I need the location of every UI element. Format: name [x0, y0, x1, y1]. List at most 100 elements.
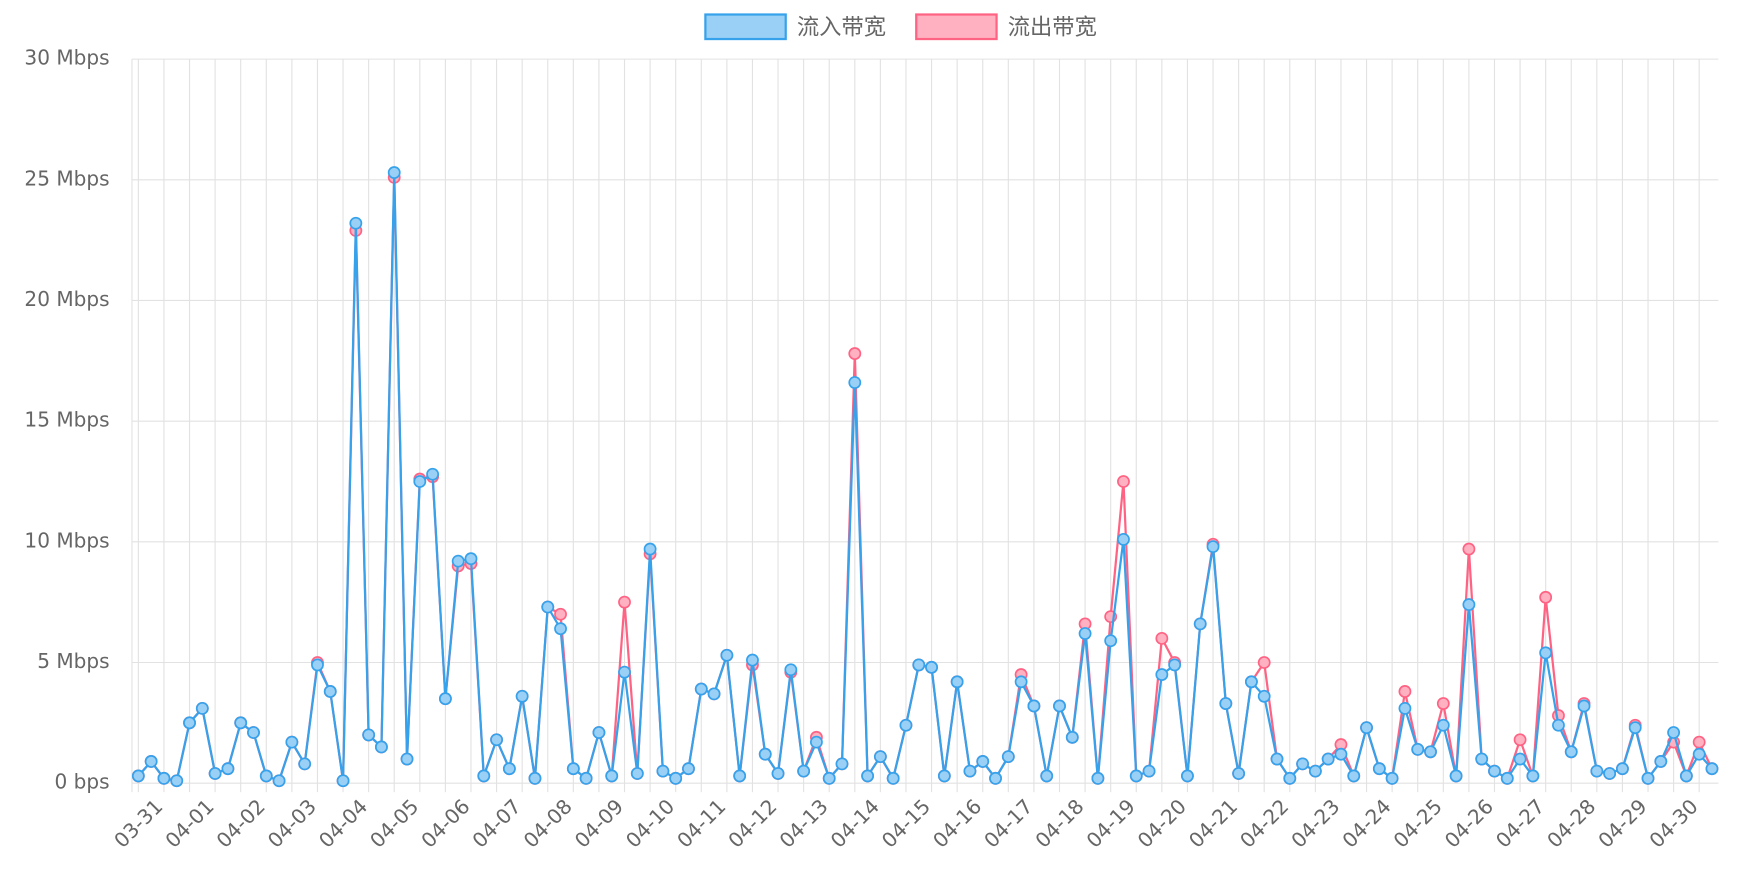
x-tick-label: 04-12	[723, 794, 781, 852]
data-point	[1027, 699, 1041, 713]
legend-label[interactable]: 流出带宽	[1008, 14, 1097, 40]
x-tick-label: 04-10	[621, 794, 679, 852]
x-tick-label: 04-23	[1286, 794, 1344, 852]
data-point	[1590, 764, 1604, 778]
x-tick-label: 04-30	[1644, 794, 1702, 852]
data-point	[733, 769, 747, 783]
data-point	[323, 685, 337, 698]
data-point	[1398, 685, 1412, 698]
x-tick-label: 04-08	[519, 794, 577, 852]
data-point	[861, 769, 875, 783]
data-point	[1552, 718, 1565, 732]
x-tick-label: 04-27	[1491, 794, 1549, 852]
data-point	[234, 716, 248, 730]
data-point	[1168, 658, 1182, 672]
x-tick-label: 04-03	[263, 794, 321, 852]
data-point	[810, 735, 823, 749]
data-point	[669, 771, 683, 785]
plot	[131, 166, 1719, 788]
x-tick-label: 04-17	[979, 794, 1037, 852]
data-point	[400, 752, 414, 766]
data-point	[1641, 771, 1655, 785]
y-tick-label: 5 Mbps	[37, 649, 109, 673]
data-point	[1232, 767, 1246, 780]
data-point	[1155, 631, 1169, 645]
data-point	[528, 771, 542, 785]
data-point	[1117, 475, 1130, 488]
data-point	[438, 692, 452, 706]
data-point	[822, 771, 836, 785]
data-point	[1436, 718, 1450, 732]
data-point	[1679, 769, 1693, 783]
x-tick-label: 04-16	[928, 794, 986, 852]
legend-label[interactable]: 流入带宽	[797, 14, 886, 40]
data-point	[1270, 752, 1284, 766]
legend: 流入带宽 流出带宽	[704, 13, 1097, 41]
data-point	[1155, 668, 1169, 681]
data-point	[1308, 764, 1322, 778]
data-point	[1654, 755, 1668, 768]
data-point	[1526, 769, 1540, 783]
data-point	[170, 774, 184, 788]
x-tick-label: 04-28	[1542, 794, 1600, 852]
data-point	[925, 660, 938, 674]
data-point	[592, 726, 606, 739]
x-tick-label: 04-22	[1235, 794, 1293, 852]
x-tick-label: 04-01	[160, 794, 218, 852]
data-point	[937, 769, 951, 783]
data-point	[1181, 769, 1194, 783]
data-point	[554, 622, 567, 636]
y-tick-label: 15 Mbps	[24, 408, 109, 432]
data-point	[1424, 745, 1437, 759]
data-point	[1257, 656, 1271, 669]
legend-swatch[interactable]	[915, 13, 998, 41]
legend-swatch[interactable]	[704, 13, 787, 41]
data-point	[682, 762, 695, 776]
data-point	[989, 771, 1002, 785]
x-tick-label: 04-21	[1184, 794, 1242, 852]
data-point	[1040, 769, 1054, 783]
data-point	[976, 755, 990, 768]
data-point	[630, 767, 644, 780]
data-point	[643, 542, 657, 556]
data-point	[1360, 721, 1373, 735]
data-point	[618, 665, 631, 679]
data-point	[886, 771, 900, 785]
data-point	[1219, 697, 1233, 710]
x-tick-label: 04-25	[1389, 794, 1447, 852]
x-tick-label: 04-19	[1082, 794, 1140, 852]
x-tick-label: 04-07	[467, 794, 525, 852]
data-point	[1385, 771, 1399, 785]
data-point	[259, 769, 273, 783]
data-point	[1462, 598, 1476, 611]
data-point	[1692, 747, 1706, 761]
data-point	[1564, 745, 1578, 759]
data-point	[873, 750, 887, 764]
y-tick-label: 20 Mbps	[24, 287, 109, 311]
data-point	[797, 764, 811, 778]
data-point	[208, 767, 222, 780]
y-tick-label: 25 Mbps	[24, 166, 109, 190]
data-point	[1436, 697, 1450, 710]
grid: 0 bps 5 Mbps 10 Mbps 15 Mbps 20 Mbps 25 Mbps 3…	[24, 46, 1719, 853]
x-tick-label: 04-11	[672, 794, 730, 852]
x-tick-label: 04-18	[1030, 794, 1088, 852]
data-point	[515, 689, 529, 703]
data-point	[464, 552, 478, 566]
data-point	[950, 675, 964, 689]
x-tick-label: 04-26	[1440, 794, 1498, 852]
data-point	[1603, 767, 1617, 780]
series-line	[137, 172, 1713, 783]
data-point	[771, 767, 785, 780]
data-point	[758, 747, 772, 761]
data-point	[144, 755, 158, 768]
data-point	[1462, 542, 1476, 556]
x-tick-label: 04-29	[1593, 794, 1651, 852]
data-point	[848, 376, 862, 389]
data-point	[1129, 769, 1143, 783]
data-point	[1065, 730, 1079, 744]
data-point	[1488, 764, 1501, 778]
data-point	[426, 467, 440, 481]
data-point	[1347, 769, 1361, 783]
data-point	[311, 658, 324, 672]
